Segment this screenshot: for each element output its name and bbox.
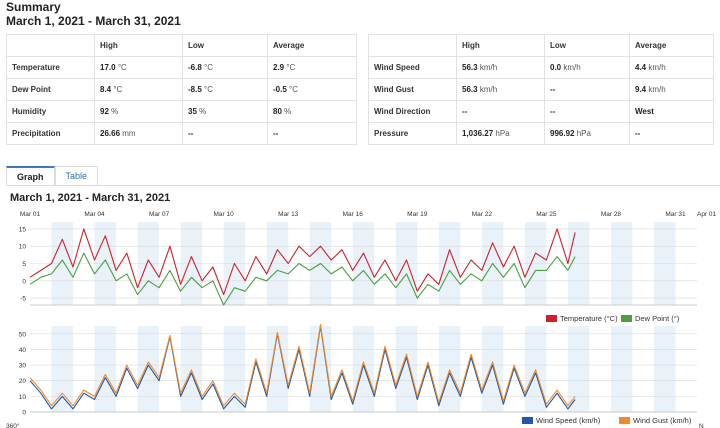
day-band [51,326,74,412]
page-title: Summary [6,0,61,14]
tab-table[interactable]: Table [54,166,99,185]
day-band [352,326,375,412]
table-row: Wind Direction -- -- West [368,100,714,123]
day-band [94,326,117,412]
x-tick-label: Mar 22 [472,211,493,218]
day-band [395,326,418,412]
day-band [438,326,461,412]
series-line-0 [29,325,576,410]
y-tick-label: 10 [19,244,27,251]
low-value: -8.5 °C [182,78,268,101]
y-tick-label: 30 [19,363,27,370]
graph-title: March 1, 2021 - March 31, 2021 [10,192,171,204]
table-row: Pressure 1,036.27 hPa 996.92 hPa -- [368,122,714,145]
y-tick-label: -5 [20,296,26,303]
tab-graph[interactable]: Graph [6,166,55,185]
legend-label: Dew Point (°) [635,314,680,323]
y-tick-label: 15 [19,226,27,233]
y-tick-label: 10 [19,394,27,401]
row-label: Precipitation [6,122,95,145]
table-row: Precipitation 26.66 mm -- -- [6,122,357,145]
y-tick-label: 360° [6,422,20,428]
y-tick-label: 50 [19,331,27,338]
series-line-0 [29,228,576,296]
x-tick-label: Mar 19 [407,211,428,218]
x-tick-label: Mar 28 [601,211,622,218]
y-tick-label: 5 [22,261,26,268]
table-row: Wind Speed 56.3 km/h 0.0 km/h 4.4 km/h [368,56,714,79]
day-band [567,326,590,412]
table-row: Temperature 17.0 °C -6.8 °C 2.9 °C [6,56,357,79]
x-tick-label: Mar 13 [278,211,299,218]
legend-label: Wind Gust (km/h) [633,416,692,425]
x-tick-label: Apr 01 [697,211,717,218]
legend-label: Temperature (°C) [560,314,618,323]
y-tick-label: 40 [19,347,27,354]
day-band [309,326,332,412]
legend-label: Wind Speed (km/h) [536,416,601,425]
x-tick-label: Mar 07 [149,211,170,218]
x-tick-label: Mar 31 [665,211,686,218]
table-row: Humidity 92 % 35 % 80 % [6,100,357,123]
view-tabs: Graph Table [6,166,99,185]
day-band [524,326,547,412]
legend-swatch [522,417,533,424]
tab-divider [6,185,720,186]
table-row: Dew Point 8.4 °C -8.5 °C -0.5 °C [6,78,357,101]
y-tick-label: 20 [19,378,27,385]
low-value: 996.92 hPa [544,122,630,145]
legend-swatch [619,417,630,424]
day-band [137,326,160,412]
summary-table-wind: High Low Average Wind Speed 56.3 km/h 0.… [368,34,714,145]
y-tick-label: 0 [22,410,26,417]
day-band [653,326,676,412]
day-band [266,326,289,412]
day-band [223,326,246,412]
x-tick-label: Mar 04 [84,211,105,218]
legend-swatch [546,315,557,322]
average-value: -- [629,122,714,145]
day-band [610,326,633,412]
series-line-1 [29,323,576,407]
summary-date-range: March 1, 2021 - March 31, 2021 [6,14,181,28]
average-value: 2.9 °C [267,56,357,79]
table-row: Wind Gust 56.3 km/h -- 9.4 km/h [368,78,714,101]
x-tick-label: Mar 10 [214,211,235,218]
day-band [481,326,504,412]
average-value: -- [267,122,357,145]
compass-label: N [699,423,704,428]
x-tick-label: Mar 16 [343,211,364,218]
day-band [180,326,203,412]
average-value: 9.4 km/h [629,78,714,101]
series-line-1 [29,252,576,306]
x-tick-label: Mar 25 [536,211,557,218]
y-tick-label: 0 [22,278,26,285]
legend-swatch [621,315,632,322]
x-tick-label: Mar 01 [20,211,41,218]
summary-table-temperature: High Low Average Temperature 17.0 °C -6.… [6,34,357,145]
